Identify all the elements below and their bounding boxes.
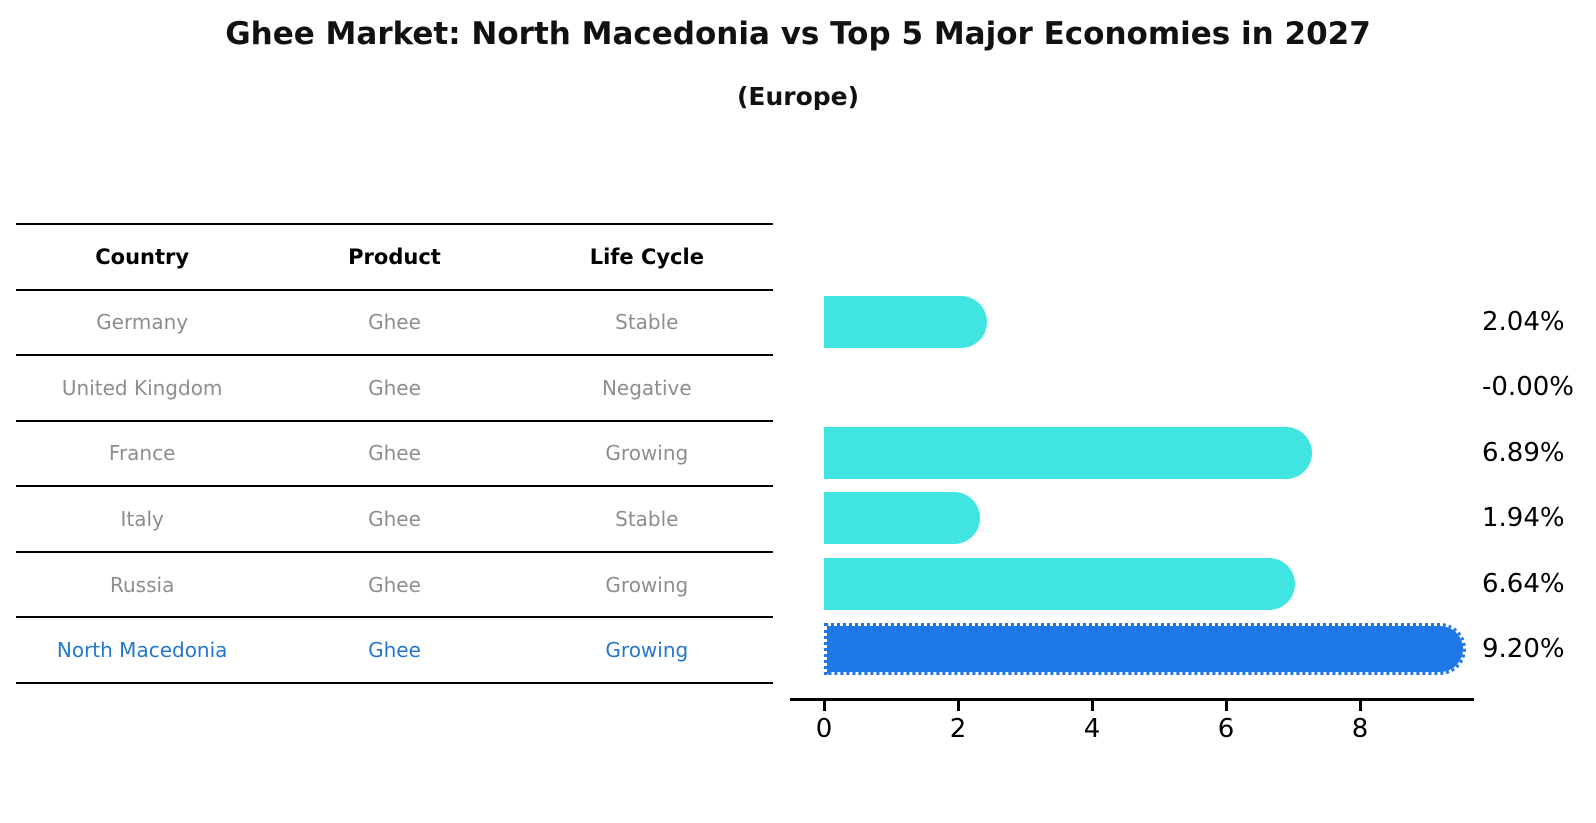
table-row: United Kingdom Ghee Negative xyxy=(16,356,773,422)
x-axis-line xyxy=(790,698,1474,701)
table-row: Russia Ghee Growing xyxy=(16,553,773,619)
value-label-italy: 1.94% xyxy=(1482,503,1565,534)
x-tick-label: 6 xyxy=(1217,714,1235,744)
x-tick xyxy=(822,701,826,711)
bar-france xyxy=(824,426,1312,479)
table-header-row: Country Product Life Cycle xyxy=(16,225,773,291)
column-header-product: Product xyxy=(348,244,441,269)
x-tick xyxy=(1224,701,1228,711)
cell-country: North Macedonia xyxy=(56,638,228,663)
x-tick-label: 4 xyxy=(1083,714,1101,744)
cell-product: Ghee xyxy=(368,310,421,335)
cell-country: Germany xyxy=(96,310,189,335)
column-header-lifecycle: Life Cycle xyxy=(589,244,704,269)
value-label-russia: 6.64% xyxy=(1482,568,1565,599)
cell-lifecycle: Growing xyxy=(605,572,689,597)
cell-country: United Kingdom xyxy=(61,375,223,400)
bar-north-macedonia xyxy=(824,623,1467,675)
chart-title: Ghee Market: North Macedonia vs Top 5 Ma… xyxy=(225,16,1371,52)
table-row: France Ghee Growing xyxy=(16,422,773,488)
value-label-germany: 2.04% xyxy=(1482,307,1565,337)
table-row-highlighted: North Macedonia Ghee Growing xyxy=(16,618,773,684)
chart-subtitle: (Europe) xyxy=(736,82,860,111)
cell-country: Russia xyxy=(110,572,175,597)
value-label-united-kingdom: -0.00% xyxy=(1482,372,1574,403)
cell-product: Ghee xyxy=(368,375,421,400)
x-tick xyxy=(1358,701,1362,711)
x-tick xyxy=(1090,701,1094,711)
x-tick-label: 0 xyxy=(815,714,833,744)
bar-russia xyxy=(824,557,1295,610)
cell-lifecycle: Stable xyxy=(615,310,679,335)
column-header-country: Country xyxy=(95,244,190,269)
cell-product: Ghee xyxy=(368,441,421,466)
cell-lifecycle: Stable xyxy=(615,507,679,532)
table-row: Italy Ghee Stable xyxy=(16,487,773,553)
value-label-north-macedonia: 9.20% xyxy=(1482,634,1565,664)
cell-product: Ghee xyxy=(368,572,421,597)
cell-country: France xyxy=(108,441,176,466)
country-table: Country Product Life Cycle Germany Ghee … xyxy=(16,223,773,684)
value-label-france: 6.89% xyxy=(1482,437,1565,468)
cell-lifecycle: Growing xyxy=(605,638,689,663)
cell-country: Italy xyxy=(120,507,164,532)
bar-germany xyxy=(824,296,987,348)
cell-lifecycle: Growing xyxy=(605,441,689,466)
table-row: Germany Ghee Stable xyxy=(16,291,773,357)
x-tick-label: 8 xyxy=(1351,714,1369,744)
x-tick xyxy=(956,701,960,711)
bar-italy xyxy=(824,492,980,545)
cell-lifecycle: Negative xyxy=(601,375,692,400)
cell-product: Ghee xyxy=(368,638,421,663)
cell-product: Ghee xyxy=(368,507,421,532)
x-tick-label: 2 xyxy=(949,714,967,744)
